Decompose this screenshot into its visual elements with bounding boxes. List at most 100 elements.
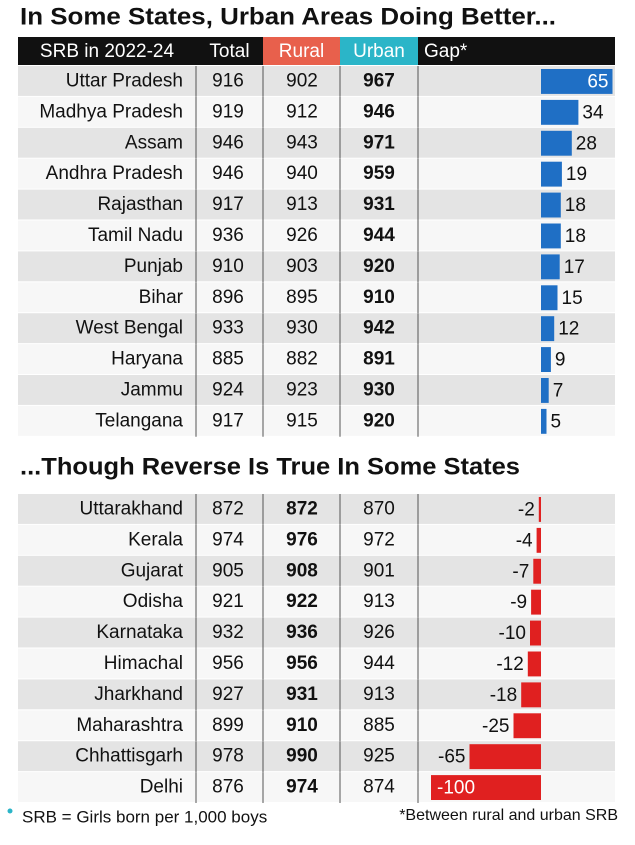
srb-value: 923	[286, 379, 318, 400]
header-urban	[340, 37, 418, 65]
state-name: Andhra Pradesh	[46, 163, 183, 184]
row-bg	[18, 251, 615, 282]
gap-label: 5	[551, 411, 562, 432]
gap-label: 18	[565, 195, 586, 216]
gap-bar	[538, 497, 541, 522]
state-name: Delhi	[140, 777, 183, 798]
srb-value: 917	[212, 194, 244, 215]
gap-bar	[513, 713, 541, 739]
srb-value: 910	[212, 256, 244, 277]
gap-bar	[541, 130, 572, 156]
row-bg	[18, 189, 615, 220]
row-bg	[18, 375, 615, 405]
srb-value: 971	[363, 132, 395, 153]
header-label: Rural	[279, 41, 324, 62]
gap-label: -100	[437, 778, 475, 799]
srb-value: 885	[363, 715, 395, 736]
gap-bar	[431, 775, 541, 800]
row-bg	[18, 524, 615, 555]
gap-bar	[527, 651, 541, 677]
state-name: Jammu	[121, 379, 183, 400]
section-title: ...Though Reverse Is True In Some States	[20, 453, 520, 480]
srb-value: 956	[286, 653, 318, 674]
row-bg	[18, 555, 615, 586]
srb-value: 931	[286, 684, 318, 705]
state-name: Chhattisgarh	[75, 746, 183, 767]
row-bg	[18, 648, 615, 679]
row-bg	[18, 344, 615, 374]
state-name: West Bengal	[76, 318, 183, 339]
srb-value: 885	[212, 349, 244, 370]
srb-value: 913	[363, 684, 395, 705]
srb-value: 919	[212, 101, 244, 122]
gap-bar	[469, 744, 541, 770]
state-name: Uttarakhand	[79, 498, 183, 519]
gap-label: 17	[564, 257, 585, 278]
state-name: Kerala	[128, 529, 183, 550]
srb-value: 876	[212, 777, 244, 798]
srb-value: 930	[286, 318, 318, 339]
gap-label: 7	[553, 380, 564, 401]
row-bg	[18, 66, 615, 96]
srb-value: 926	[286, 225, 318, 246]
gap-label: -9	[510, 592, 527, 613]
header-label: SRB in 2022-24	[40, 41, 175, 62]
srb-value: 872	[212, 498, 244, 519]
row-bg	[18, 617, 615, 648]
srb-value: 925	[363, 746, 395, 767]
state-name: Assam	[125, 132, 183, 153]
header-rural	[263, 37, 340, 65]
gap-label: 9	[555, 350, 566, 371]
gap-label: -65	[438, 747, 465, 768]
srb-value: 920	[363, 256, 395, 277]
row-bg	[18, 220, 615, 251]
gap-bar	[536, 527, 541, 553]
gap-label: 18	[565, 226, 586, 247]
gap-bar	[541, 69, 613, 94]
srb-value: 913	[363, 591, 395, 612]
gap-label: -4	[516, 530, 533, 551]
gap-label: 28	[576, 133, 597, 154]
srb-value: 967	[363, 70, 395, 91]
srb-value: 921	[212, 591, 244, 612]
state-name: Haryana	[111, 349, 183, 370]
srb-value: 946	[212, 163, 244, 184]
state-name: Odisha	[123, 591, 184, 612]
row-bg	[18, 282, 615, 313]
srb-value: 974	[286, 777, 318, 798]
srb-value: 931	[363, 194, 395, 215]
row-bg	[18, 127, 615, 158]
gap-bar	[531, 589, 541, 615]
header-label: Total	[209, 41, 249, 62]
state-name: Karnataka	[96, 622, 183, 643]
gap-bar	[541, 192, 561, 218]
gap-label: -25	[482, 716, 509, 737]
srb-value: 915	[286, 410, 318, 431]
srb-value: 905	[212, 560, 244, 581]
state-name: Maharashtra	[76, 715, 183, 736]
gap-bar	[530, 620, 541, 646]
header-label: Urban	[353, 41, 405, 62]
srb-value: 990	[286, 746, 318, 767]
srb-value: 874	[363, 777, 395, 798]
srb-value: 956	[212, 653, 244, 674]
footnote: *Between rural and urban SRB	[399, 807, 618, 824]
gap-bar	[541, 99, 579, 125]
gap-bar	[541, 347, 551, 372]
gap-bar	[541, 316, 555, 342]
srb-value: 922	[286, 591, 318, 612]
srb-value: 959	[363, 163, 395, 184]
srb-value: 896	[212, 287, 244, 308]
gap-bar	[541, 285, 558, 311]
srb-value: 912	[286, 101, 318, 122]
state-name: Punjab	[124, 256, 183, 277]
gap-label: 12	[558, 319, 579, 340]
gap-label: -10	[499, 623, 526, 644]
srb-value: 976	[286, 529, 318, 550]
state-name: Bihar	[139, 287, 184, 308]
srb-value: 932	[212, 622, 244, 643]
srb-value: 913	[286, 194, 318, 215]
srb-value: 895	[286, 287, 318, 308]
state-name: Tamil Nadu	[88, 225, 183, 246]
